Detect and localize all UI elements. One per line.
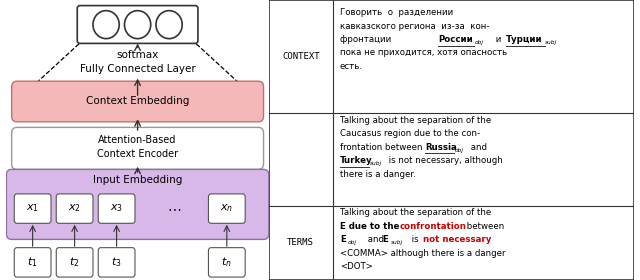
Text: $x_1$: $x_1$ [26,203,39,214]
Circle shape [125,11,151,39]
Text: E due to the: E due to the [340,222,403,231]
Text: $t_1$: $t_1$ [28,255,38,269]
Text: is not necessary, although: is not necessary, although [385,156,502,165]
Text: России: России [438,35,473,44]
Text: frontation between: frontation between [340,143,425,152]
Text: subj: subj [370,161,382,166]
Text: Russia: Russia [426,143,457,152]
Text: confrontation: confrontation [399,222,467,231]
Text: Attention-Based
Context Encoder: Attention-Based Context Encoder [97,136,178,158]
Text: Fully Connected Layer: Fully Connected Layer [80,64,195,74]
FancyBboxPatch shape [12,127,264,169]
Text: between: between [464,222,504,231]
FancyBboxPatch shape [99,248,135,277]
Text: Talking about the separation of the: Talking about the separation of the [340,116,491,125]
Text: фронтации: фронтации [340,35,394,44]
Text: $x_3$: $x_3$ [110,203,123,214]
Circle shape [156,11,182,39]
Text: Input Embedding: Input Embedding [93,175,182,185]
Text: есть.: есть. [340,62,363,71]
Text: obj: obj [475,40,484,45]
FancyBboxPatch shape [99,194,135,223]
FancyBboxPatch shape [6,169,269,239]
Text: <COMMA> although there is a danger: <COMMA> although there is a danger [340,249,506,258]
FancyBboxPatch shape [209,248,245,277]
FancyBboxPatch shape [56,194,93,223]
Text: and: and [468,143,487,152]
FancyBboxPatch shape [12,81,264,122]
FancyBboxPatch shape [14,194,51,223]
Text: $x_2$: $x_2$ [68,203,81,214]
Text: Говорить  о  разделении: Говорить о разделении [340,8,453,17]
FancyBboxPatch shape [56,248,93,277]
Text: Турции: Турции [506,35,543,44]
Text: TERMS: TERMS [287,238,314,248]
Text: E: E [340,235,346,244]
FancyBboxPatch shape [209,194,245,223]
Text: $t_n$: $t_n$ [221,255,232,269]
Text: <DOT>: <DOT> [340,262,373,271]
Text: $x_n$: $x_n$ [220,203,234,214]
Text: and: and [365,235,387,244]
Text: $t_3$: $t_3$ [111,255,122,269]
Text: obj: obj [348,240,357,245]
FancyBboxPatch shape [77,6,198,43]
FancyBboxPatch shape [14,248,51,277]
Text: is: is [409,235,422,244]
Text: $\cdots$: $\cdots$ [167,202,182,216]
Text: CONTEXT: CONTEXT [282,52,319,61]
Text: $t_2$: $t_2$ [69,255,80,269]
Text: not necessary: not necessary [423,235,492,244]
Text: softmax: softmax [116,50,159,60]
Text: Caucasus region due to the con-: Caucasus region due to the con- [340,129,480,138]
Circle shape [93,11,119,39]
Text: there is a danger.: there is a danger. [340,170,416,179]
Text: и: и [493,35,504,44]
Text: obj: obj [454,148,463,153]
Text: E: E [383,235,388,244]
Text: subj: subj [390,240,403,245]
Text: Turkey: Turkey [340,156,372,165]
Text: subj: subj [545,40,557,45]
Text: Talking about the separation of the: Talking about the separation of the [340,208,491,217]
Text: Context Embedding: Context Embedding [86,96,189,106]
Text: пока не приходится, хотя опасность: пока не приходится, хотя опасность [340,48,507,57]
Text: кавказского региона  из-за  кон-: кавказского региона из-за кон- [340,22,490,31]
